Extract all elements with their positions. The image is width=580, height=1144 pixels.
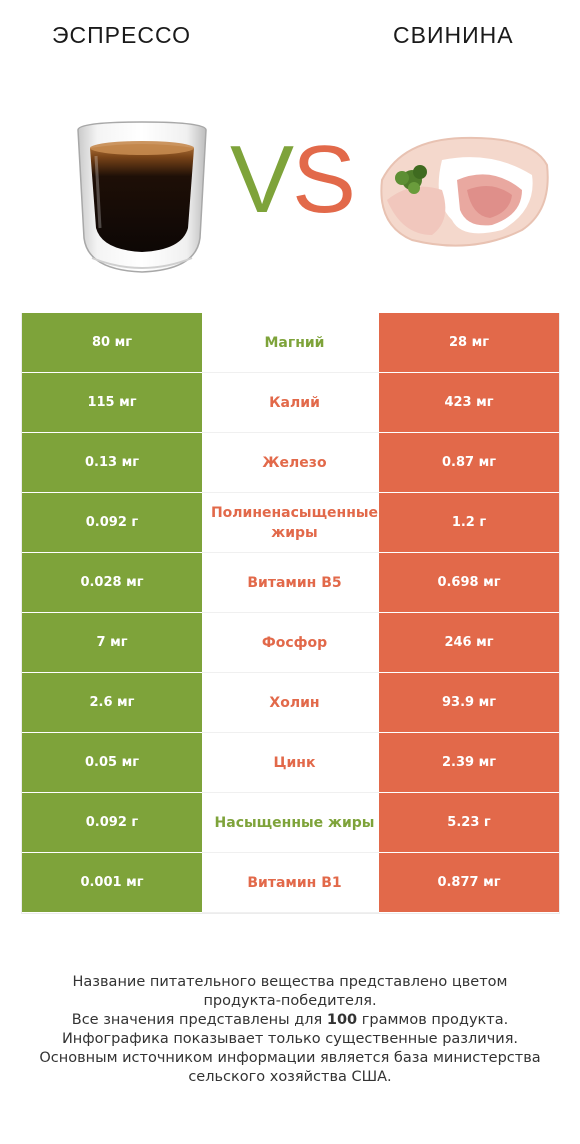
table-row: 7 мг Фосфор 246 мг [22,613,559,673]
footer-line-3-pre: Все значения представлены для [71,1012,327,1028]
table-row: 115 мг Калий 423 мг [22,373,559,433]
footer-line-3: Все значения представлены для 100 граммо… [20,1011,560,1030]
footer-line-6: сельского хозяйства США. [188,1069,392,1085]
nutrient-name: Магний [202,313,379,373]
nutrient-name: Холин [202,673,379,733]
table-row: 0.092 г Полиненасыщенные жиры 1.2 г [22,493,559,553]
versus-s: S [292,126,356,233]
nutrient-name: Насыщенные жиры [202,793,379,853]
left-value: 2.6 мг [22,673,202,733]
table-row: 0.001 мг Витамин B1 0.877 мг [22,853,559,913]
table-row: 0.05 мг Цинк 2.39 мг [22,733,559,793]
right-product-title: СВИНИНА [393,22,514,48]
footer-line-2: продукта-победителя. [203,993,377,1009]
footer-line-3-post: граммов продукта. [357,1012,509,1028]
nutrient-name: Фосфор [202,613,379,673]
table-row: 0.13 мг Железо 0.87 мг [22,433,559,493]
footer-line-5: Основным источником информации является … [39,1050,541,1066]
left-value: 0.028 мг [22,553,202,613]
versus-label: VS [222,130,362,230]
nutrient-name: Калий [202,373,379,433]
right-value: 1.2 г [379,493,559,553]
right-value: 423 мг [379,373,559,433]
nutrient-name: Цинк [202,733,379,793]
right-value: 28 мг [379,313,559,373]
left-value: 80 мг [22,313,202,373]
footer-line-3-bold: 100 [326,1012,358,1028]
nutrient-name: Витамин B1 [202,853,379,913]
left-value: 115 мг [22,373,202,433]
pork-image [380,136,549,247]
right-value: 0.698 мг [379,553,559,613]
left-value: 0.05 мг [22,733,202,793]
nutrient-name: Витамин B5 [202,553,379,613]
table-row: 0.028 мг Витамин B5 0.698 мг [22,553,559,613]
versus-v: V [229,126,294,233]
right-value: 2.39 мг [379,733,559,793]
footer-line-4: Инфографика показывает только существенн… [61,1031,519,1047]
nutrient-name: Полиненасыщенные жиры [202,493,379,553]
footer-notes: Название питательного вещества представл… [20,973,560,1087]
right-value: 5.23 г [379,793,559,853]
left-value: 7 мг [22,613,202,673]
right-value: 0.877 мг [379,853,559,913]
left-value: 0.092 г [22,793,202,853]
left-value: 0.13 мг [22,433,202,493]
right-value: 246 мг [379,613,559,673]
left-value: 0.092 г [22,493,202,553]
espresso-cup-image [77,121,207,273]
left-product-title: ЭСПРЕССО [52,22,191,48]
right-value: 93.9 мг [379,673,559,733]
nutrient-name: Железо [202,433,379,493]
table-row: 0.092 г Насыщенные жиры 5.23 г [22,793,559,853]
left-value: 0.001 мг [22,853,202,913]
table-row: 80 мг Магний 28 мг [22,313,559,373]
nutrient-comparison-table: 80 мг Магний 28 мг 115 мг Калий 423 мг 0.13 мг… [21,313,560,914]
right-value: 0.87 мг [379,433,559,493]
table-row: 2.6 мг Холин 93.9 мг [22,673,559,733]
footer-line-1: Название питательного вещества представл… [72,974,508,990]
